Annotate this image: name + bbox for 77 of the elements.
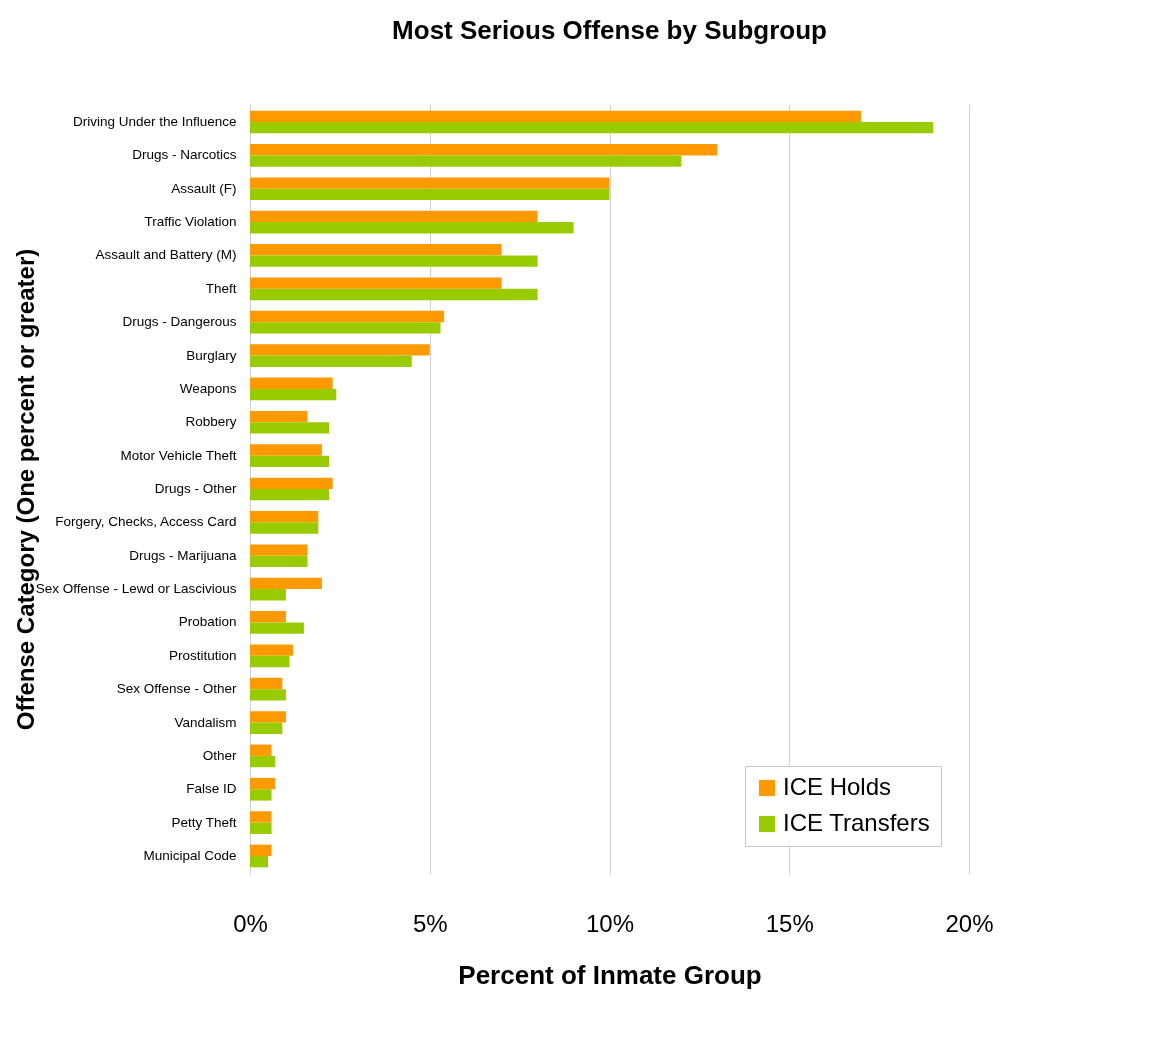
bar — [250, 811, 272, 823]
bar — [250, 422, 330, 434]
y-tick-label: Traffic Violation — [144, 214, 237, 230]
chart-title: Most Serious Offense by Subgroup — [392, 15, 827, 45]
bar — [250, 477, 333, 489]
bar — [250, 144, 718, 156]
legend-label: ICE Transfers — [783, 809, 930, 836]
y-tick-label: Probation — [178, 614, 237, 630]
y-tick-label: Burglary — [186, 347, 237, 363]
bar — [250, 677, 283, 690]
y-tick-label: Sex Offense - Other — [116, 681, 237, 697]
bar — [250, 122, 934, 134]
bar — [250, 355, 412, 367]
bar — [250, 822, 272, 834]
bar — [250, 722, 283, 734]
bar — [250, 322, 441, 334]
bar — [250, 455, 330, 467]
bar — [250, 244, 502, 256]
bar — [250, 755, 276, 768]
y-tick-label: Motor Vehicle Theft — [120, 447, 237, 463]
bar — [250, 777, 276, 790]
bar — [250, 844, 272, 856]
y-tick-label: Drugs - Narcotics — [132, 147, 237, 163]
bar — [250, 310, 445, 323]
x-tick-label: 0% — [233, 909, 268, 937]
legend-label: ICE Holds — [783, 773, 892, 800]
bar — [250, 577, 322, 590]
bar — [250, 110, 862, 123]
x-tick-label: 15% — [765, 909, 814, 937]
y-tick-label: Drugs - Dangerous — [122, 314, 237, 330]
bar — [250, 388, 337, 401]
x-tick-label: 10% — [585, 909, 635, 937]
bar — [250, 255, 538, 267]
y-tick-label: Forgery, Checks, Access Card — [55, 514, 237, 530]
bar — [250, 410, 308, 423]
y-tick-label: Other — [202, 747, 237, 763]
y-tick-label: Driving Under the Influence — [72, 114, 237, 130]
bar — [250, 711, 286, 723]
bar — [250, 277, 502, 289]
bar — [250, 288, 538, 301]
bar — [250, 789, 272, 801]
x-axis-title: Percent of Inmate Group — [458, 959, 762, 990]
bar — [250, 589, 286, 601]
y-tick-label: Robbery — [185, 414, 237, 430]
y-tick-label: Assault and Battery (M) — [95, 247, 237, 263]
bar — [250, 188, 610, 201]
bar — [250, 155, 682, 167]
y-tick-label: False ID — [186, 781, 237, 797]
bar — [250, 177, 610, 189]
y-tick-label: Drugs - Marijuana — [129, 547, 237, 563]
y-tick-label: Prostitution — [168, 647, 237, 663]
y-tick-label: Theft — [205, 280, 237, 296]
y-tick-label: Vandalism — [174, 714, 237, 730]
bar — [250, 210, 538, 223]
bar — [250, 655, 290, 668]
y-tick-label: Municipal Code — [143, 847, 237, 863]
bar — [250, 744, 272, 756]
bar — [250, 644, 294, 656]
bar — [250, 222, 574, 234]
x-tick-label: 5% — [412, 909, 448, 937]
bar — [250, 522, 319, 534]
bar — [250, 344, 430, 356]
bar — [250, 444, 322, 456]
y-tick-label: Drugs - Other — [154, 481, 237, 496]
bar — [250, 622, 304, 634]
x-tick-label: 20% — [945, 909, 994, 937]
y-tick-label: Petty Theft — [171, 814, 237, 830]
bar — [250, 544, 308, 556]
bar — [250, 377, 333, 389]
y-tick-label: Weapons — [179, 380, 237, 396]
bar — [250, 555, 308, 568]
bar — [250, 855, 268, 868]
bar — [250, 611, 286, 623]
bar — [250, 489, 330, 501]
bar — [250, 511, 319, 523]
y-tick-label: Assault (F) — [171, 180, 237, 196]
bar — [250, 689, 286, 701]
